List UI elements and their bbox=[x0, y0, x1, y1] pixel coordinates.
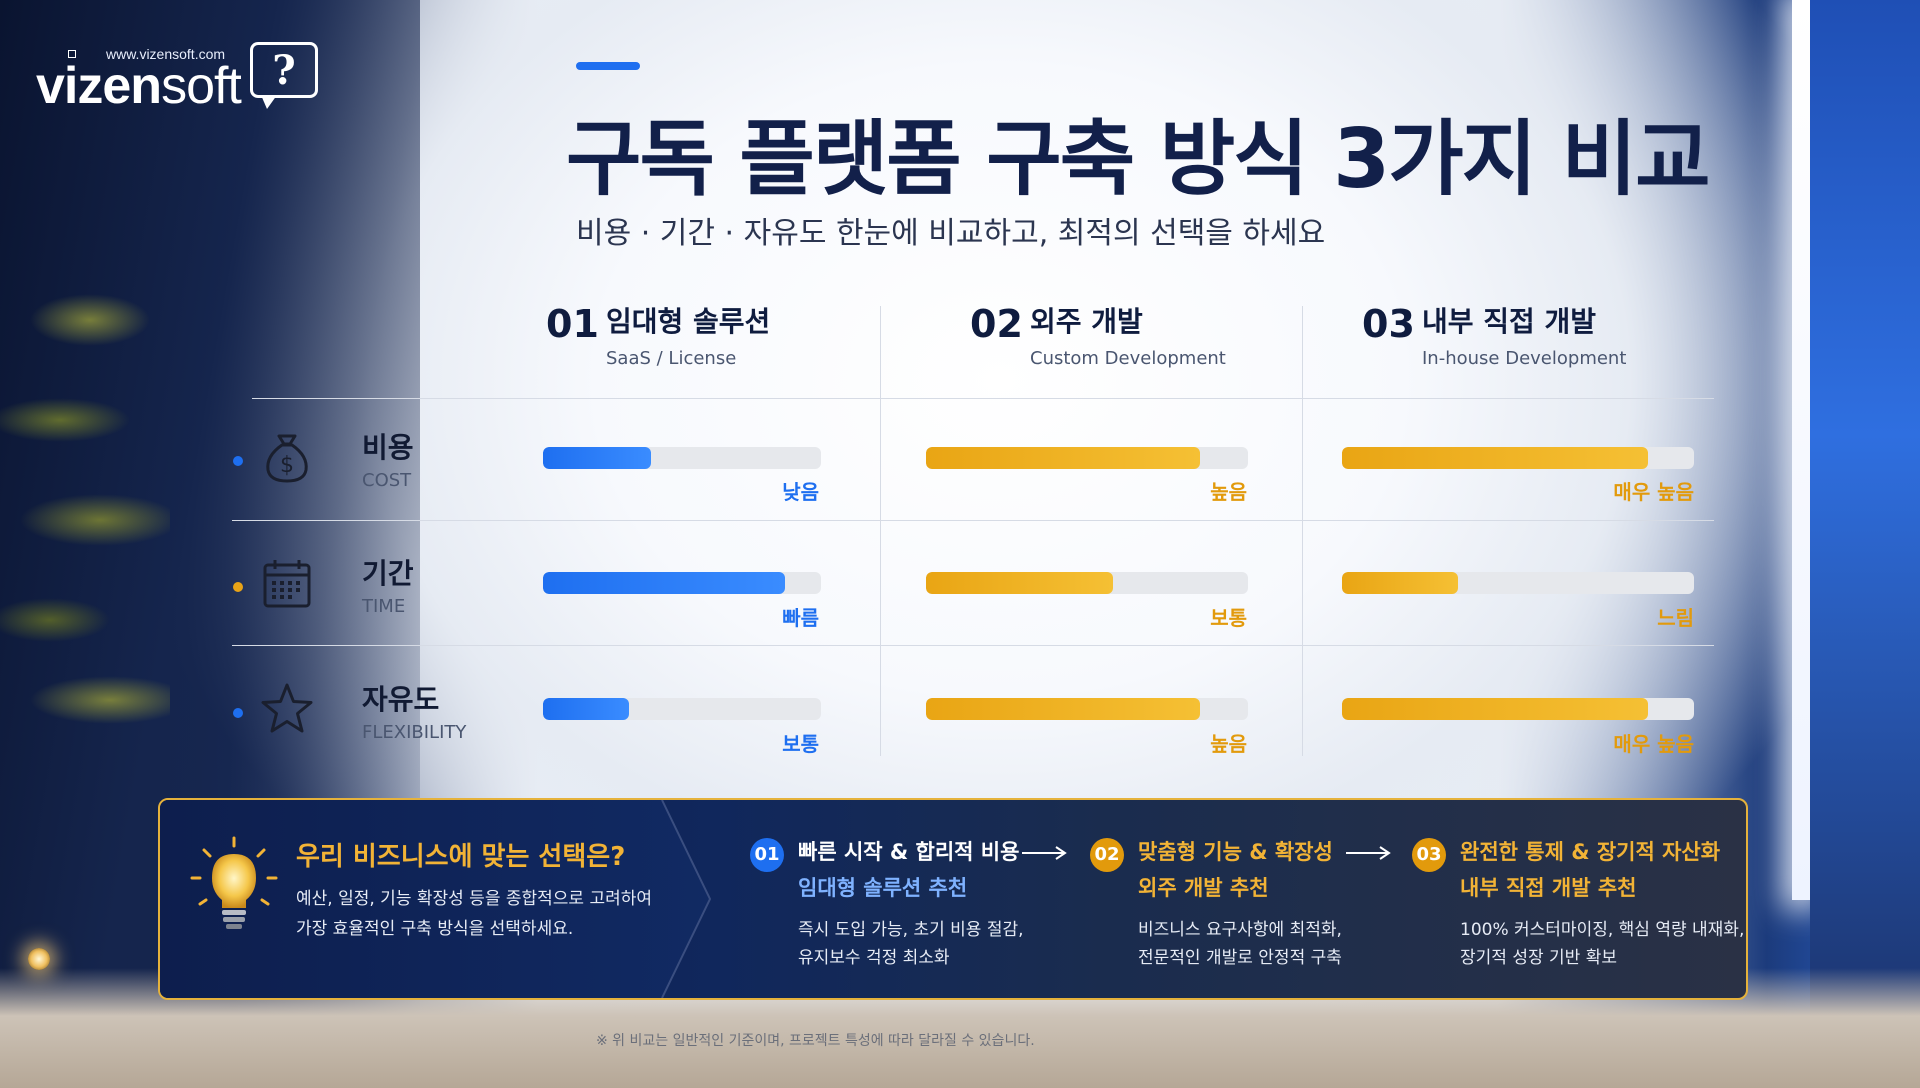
column-name: 임대형 솔루션 bbox=[606, 305, 771, 338]
logo-url: www.vizensoft.com bbox=[106, 46, 226, 62]
cost-bar-custom bbox=[926, 447, 1248, 469]
panel-title: 우리 비즈니스에 맞는 선택은? bbox=[296, 842, 626, 872]
row-dot bbox=[233, 708, 243, 718]
column-english: SaaS / License bbox=[606, 348, 737, 369]
row-title: 자유도 bbox=[362, 683, 440, 716]
recommendation-headline: 완전한 통제 & 장기적 자산화 bbox=[1460, 840, 1721, 864]
row-subtitle: FLEXIBILITY bbox=[362, 722, 467, 743]
row-title: 비용 bbox=[362, 431, 414, 464]
number-badge: 03 bbox=[1412, 838, 1446, 872]
column-name: 내부 직접 개발 bbox=[1422, 305, 1597, 338]
recommendation-description: 100% 커스터마이징, 핵심 역량 내재화, 장기적 성장 기반 확보 bbox=[1460, 920, 1745, 968]
bar-fill bbox=[1342, 447, 1649, 469]
bar-fill bbox=[926, 447, 1200, 469]
row-dot bbox=[233, 456, 243, 466]
logo-square-mark bbox=[68, 50, 76, 58]
cost-label-saas: 낮음 bbox=[782, 480, 819, 504]
column-divider bbox=[880, 306, 881, 756]
bar-fill bbox=[543, 447, 652, 469]
cost-bar-inhouse bbox=[1342, 447, 1694, 469]
recommendation-pick: 외주 개발 추천 bbox=[1138, 876, 1269, 900]
bar-fill bbox=[543, 572, 785, 594]
number-badge: 02 bbox=[1090, 838, 1124, 872]
recommendation-pick: 내부 직접 개발 추천 bbox=[1460, 876, 1637, 900]
flexibility-label-saas: 보통 bbox=[782, 732, 819, 756]
recommendation-headline: 빠른 시작 & 합리적 비용 bbox=[798, 840, 1020, 864]
row-title: 기간 bbox=[362, 557, 414, 590]
time-label-custom: 보통 bbox=[1210, 606, 1247, 630]
star-icon bbox=[261, 683, 313, 733]
lightbulb-icon bbox=[190, 836, 278, 929]
lamp-light bbox=[28, 948, 50, 970]
cost-bar-saas bbox=[543, 447, 821, 469]
panel-description: 예산, 일정, 기능 확장성 등을 종합적으로 고려하여 가장 효율적인 구축 … bbox=[296, 889, 653, 939]
time-bar-inhouse bbox=[1342, 572, 1694, 594]
divider bbox=[232, 520, 1714, 521]
number-badge: 01 bbox=[750, 838, 784, 872]
flexibility-bar-saas bbox=[543, 698, 821, 720]
column-number: 03 bbox=[1362, 302, 1415, 346]
plant-decoration bbox=[0, 260, 170, 820]
flexibility-bar-inhouse bbox=[1342, 698, 1694, 720]
recommendation-headline: 맞춤형 기능 & 확장성 bbox=[1138, 840, 1333, 864]
recommendation-pick: 임대형 솔루션 추천 bbox=[798, 876, 968, 900]
row-subtitle: TIME bbox=[362, 596, 406, 617]
row-dot bbox=[233, 582, 243, 592]
column-name: 외주 개발 bbox=[1030, 305, 1143, 338]
column-number: 02 bbox=[970, 302, 1023, 346]
panel-arrow-edge bbox=[661, 800, 712, 998]
speech-bubble-icon: ? bbox=[250, 42, 318, 109]
time-label-saas: 빠름 bbox=[782, 606, 819, 630]
panel-intro-block bbox=[160, 800, 710, 998]
arrow-right-icon bbox=[1346, 846, 1391, 860]
background-right-blue bbox=[1810, 0, 1920, 1088]
background-light-frame bbox=[1792, 0, 1810, 900]
logo-wordmark: vizensoft bbox=[36, 57, 242, 115]
divider bbox=[252, 398, 1714, 399]
column-english: In-house Development bbox=[1422, 348, 1627, 369]
time-bar-custom bbox=[926, 572, 1248, 594]
flexibility-bar-custom bbox=[926, 698, 1248, 720]
time-bar-saas bbox=[543, 572, 821, 594]
bar-fill bbox=[926, 572, 1113, 594]
page-title: 구독 플랫폼 구축 방식 3가지 비교 bbox=[566, 112, 1711, 207]
footnote: ※ 위 비교는 일반적인 기준이며, 프로젝트 특성에 따라 달라질 수 있습니… bbox=[596, 1033, 1035, 1049]
bar-fill bbox=[1342, 572, 1459, 594]
recommendation-panel: 우리 비즈니스에 맞는 선택은? 예산, 일정, 기능 확장성 등을 종합적으로… bbox=[158, 798, 1748, 1000]
bar-fill bbox=[926, 698, 1200, 720]
flexibility-label-inhouse: 매우 높음 bbox=[1613, 732, 1694, 756]
column-english: Custom Development bbox=[1030, 348, 1226, 369]
bar-fill bbox=[1342, 698, 1649, 720]
flexibility-label-custom: 높음 bbox=[1210, 732, 1247, 756]
cost-label-inhouse: 매우 높음 bbox=[1613, 480, 1694, 504]
money-bag-icon: $ bbox=[266, 434, 308, 483]
svg-text:$: $ bbox=[280, 453, 294, 478]
divider bbox=[232, 645, 1714, 646]
column-number: 01 bbox=[546, 302, 599, 346]
recommendation-description: 즉시 도입 가능, 초기 비용 절감, 유지보수 걱정 최소화 bbox=[798, 920, 1024, 968]
title-accent-bar bbox=[576, 62, 640, 70]
arrow-right-icon bbox=[1022, 846, 1067, 860]
recommendation-description: 비즈니스 요구사항에 최적화, 전문적인 개발로 안정적 구축 bbox=[1138, 920, 1342, 968]
bar-fill bbox=[543, 698, 630, 720]
page-subtitle: 비용 · 기간 · 자유도 한눈에 비교하고, 최적의 선택을 하세요 bbox=[576, 216, 1326, 251]
row-subtitle: COST bbox=[362, 470, 412, 491]
cost-label-custom: 높음 bbox=[1210, 480, 1247, 504]
calendar-icon bbox=[263, 560, 311, 608]
time-label-inhouse: 느림 bbox=[1657, 606, 1694, 630]
column-divider bbox=[1302, 306, 1303, 756]
